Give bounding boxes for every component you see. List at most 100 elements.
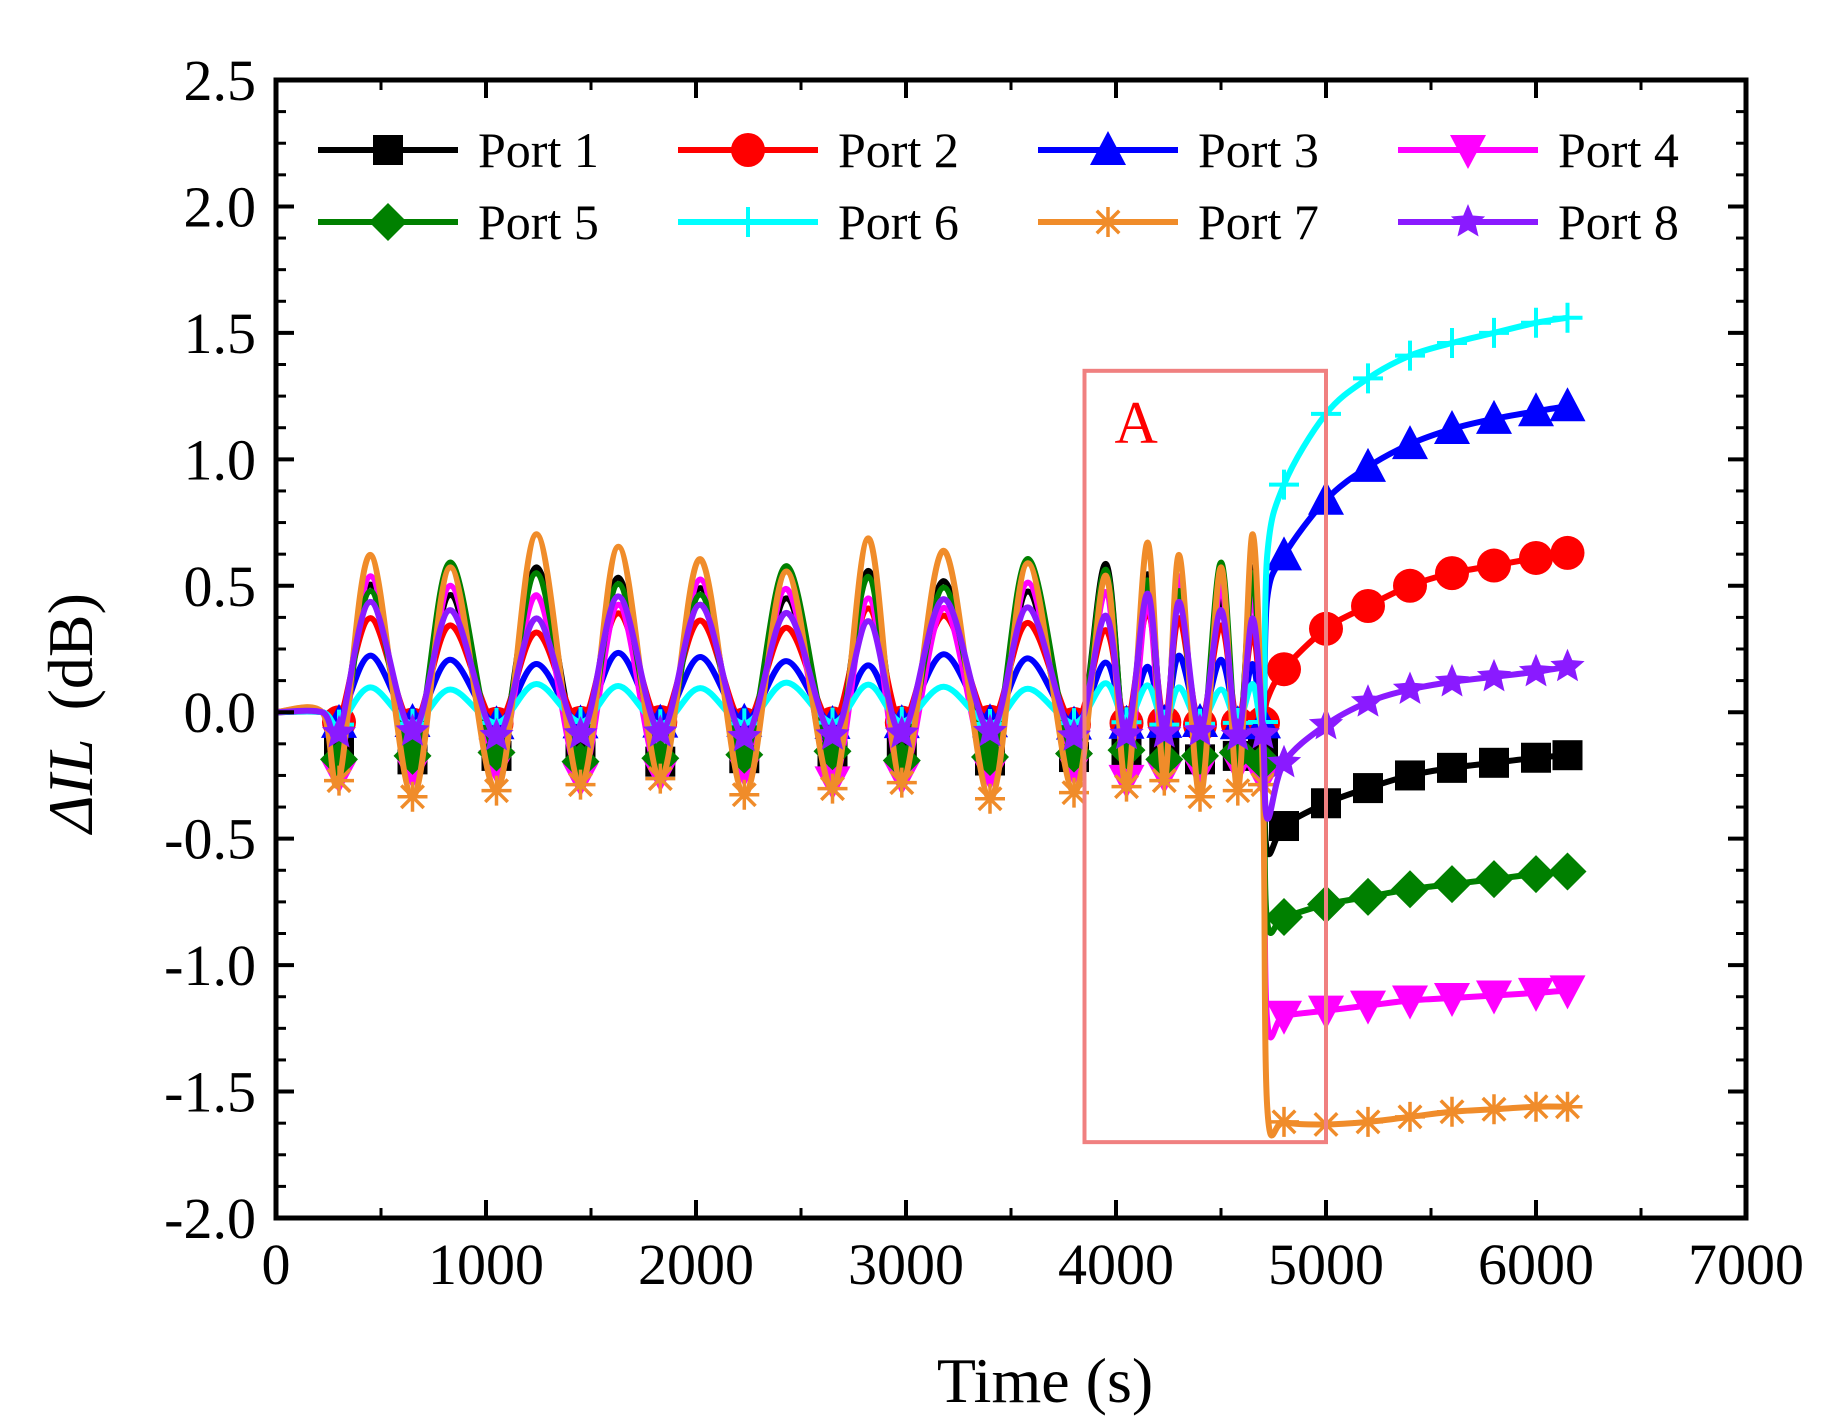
x-tick-label: 4000 [1058, 1232, 1174, 1297]
data-point-port-1 [1395, 760, 1425, 791]
data-point-port-1 [1269, 811, 1299, 842]
data-point-port-2 [1267, 652, 1301, 687]
legend-marker [1450, 135, 1486, 169]
x-tick-label: 7000 [1688, 1232, 1804, 1297]
data-point-port-6 [1437, 328, 1467, 359]
y-tick-label: 1.0 [184, 427, 257, 492]
data-point-port-7 [1059, 777, 1089, 808]
data-point-port-5 [1433, 865, 1471, 904]
data-point-port-5 [1265, 898, 1303, 937]
legend-item-port-3: Port 3 [1038, 122, 1319, 178]
data-point-port-7 [1149, 765, 1180, 796]
axes-layer: 0 1000 2000 3000 4000 5000 6000 7000 -2.0 -1.5 -1.… [164, 48, 1804, 1297]
data-point-port-7 [729, 779, 760, 810]
y-tick-label: 1.5 [184, 301, 257, 366]
x-tick-label: 3000 [848, 1232, 964, 1297]
data-point-port-3 [1266, 536, 1302, 571]
data-point-port-1 [1479, 747, 1509, 778]
legend-marker [731, 133, 765, 167]
data-point-port-8 [1392, 671, 1428, 705]
data-point-port-8 [1245, 716, 1281, 749]
data-point-port-7 [324, 765, 354, 796]
data-point-port-7 [1552, 1091, 1583, 1122]
y-axis-title-unit: (dB) [35, 593, 106, 710]
data-point-port-4 [1518, 977, 1554, 1012]
data-point-port-5 [1548, 852, 1587, 891]
data-point-port-5 [1517, 855, 1555, 894]
legend: Port 1 Port 2 Port 3 Port 4 Port 5 Port 6 Port… [318, 122, 1679, 250]
data-point-port-7 [1395, 1101, 1425, 1132]
data-point-port-7 [975, 783, 1005, 814]
data-point-port-7 [1269, 1106, 1299, 1137]
legend-marker [369, 203, 407, 241]
legend-marker [1093, 207, 1123, 237]
data-point-port-2 [1435, 556, 1469, 591]
data-point-port-7 [886, 767, 917, 798]
data-point-port-4 [1549, 975, 1586, 1010]
annotation-layer: A [1082, 368, 1328, 1145]
y-tick-label: 2.5 [184, 48, 257, 113]
data-point-port-2 [1477, 548, 1511, 583]
data-point-port-8 [1518, 653, 1554, 687]
data-point-port-8 [479, 717, 514, 751]
y-tick-label: -1.5 [164, 1060, 256, 1125]
legend-item-port-7: Port 7 [1038, 194, 1319, 250]
data-point-port-5 [1475, 860, 1513, 899]
y-tick-label: 0.5 [184, 554, 257, 619]
y-tick-label: -0.5 [164, 807, 256, 872]
data-point-port-3 [1549, 387, 1586, 422]
legend-label: Port 6 [838, 194, 959, 250]
data-point-port-1 [1353, 773, 1383, 804]
x-axis-title: Time (s) [937, 1345, 1153, 1416]
data-point-port-6 [1353, 363, 1383, 394]
y-tick-label: -2.0 [164, 1186, 256, 1251]
data-point-port-3 [1350, 447, 1386, 482]
data-point-port-8 [395, 713, 430, 746]
data-point-port-8 [643, 714, 678, 747]
region-a-box [1082, 368, 1328, 1145]
data-point-port-4 [1350, 990, 1386, 1025]
data-point-port-8 [1476, 658, 1512, 692]
data-point-port-8 [1266, 744, 1302, 778]
legend-item-port-8: Port 8 [1398, 194, 1679, 250]
legend-item-port-2: Port 2 [678, 122, 959, 178]
y-tick-label: 2.0 [184, 174, 257, 239]
data-point-port-5 [1391, 870, 1429, 909]
data-point-port-8 [1182, 713, 1218, 746]
data-point-port-8 [563, 716, 598, 749]
data-point-port-4 [1476, 980, 1512, 1015]
data-point-port-8 [815, 717, 850, 750]
y-axis-title: ΔIL (dB) [35, 593, 106, 836]
data-point-port-2 [1351, 589, 1385, 624]
data-point-port-7 [1185, 781, 1215, 812]
legend-marker [1090, 131, 1126, 165]
data-point-port-8 [1550, 648, 1585, 682]
legend-marker [733, 207, 763, 237]
data-point-port-7 [645, 763, 676, 794]
data-point-port-7 [817, 773, 848, 804]
data-point-port-1 [1552, 740, 1583, 771]
x-tick-label: 0 [262, 1232, 291, 1297]
series-line-port-6 [276, 314, 1568, 730]
data-point-port-1 [1521, 742, 1551, 773]
legend-label: Port 4 [1558, 122, 1679, 178]
data-point-port-7 [1479, 1094, 1509, 1125]
data-point-port-7 [397, 781, 428, 812]
data-point-port-8 [727, 718, 762, 752]
data-point-port-8 [1434, 663, 1470, 697]
data-point-port-8 [1147, 714, 1182, 748]
x-tick-label: 1000 [428, 1232, 544, 1297]
data-point-port-7 [1437, 1096, 1467, 1127]
data-point-port-6 [1479, 317, 1509, 348]
data-point-port-2 [1393, 568, 1427, 603]
data-point-port-5 [1349, 877, 1387, 916]
legend-marker [373, 135, 403, 165]
legend-item-port-6: Port 6 [678, 194, 959, 250]
legend-item-port-1: Port 1 [318, 122, 599, 178]
data-point-port-3 [1392, 425, 1428, 460]
data-point-port-2 [1550, 535, 1585, 570]
data-point-port-8 [1109, 716, 1144, 750]
data-point-port-8 [884, 715, 919, 749]
data-point-port-6 [1395, 340, 1425, 371]
data-point-port-1 [1437, 752, 1467, 783]
